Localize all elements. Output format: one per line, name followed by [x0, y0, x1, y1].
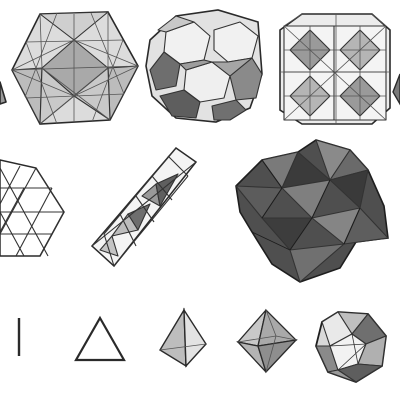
partial-right-shape-icon	[392, 73, 400, 106]
cuboctahedral-cluster-icon	[11, 11, 139, 125]
partial-octahedron-edge-icon	[0, 81, 7, 105]
triangular-lattice-icon	[0, 159, 65, 257]
octahedron-icon	[236, 308, 298, 374]
stacked-octahedra-packing-icon	[279, 13, 391, 125]
triangle-icon	[74, 315, 126, 362]
icosahedron-icon	[315, 311, 387, 383]
tetrahedron-icon	[159, 307, 207, 368]
dark-tetrahedral-cluster-icon	[235, 139, 389, 283]
truncated-octahedra-packing-icon	[145, 9, 263, 123]
tetrahelix-column-icon	[90, 146, 198, 268]
